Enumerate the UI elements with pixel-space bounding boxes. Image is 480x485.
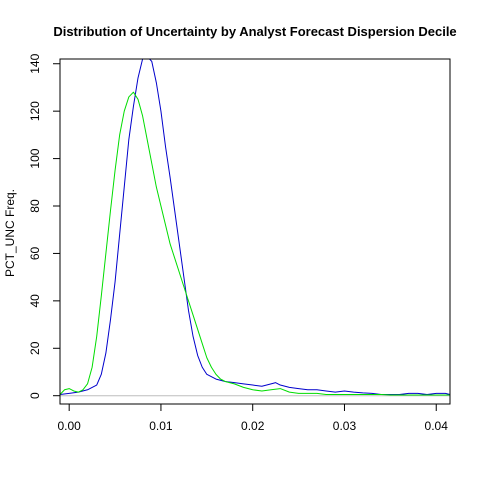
x-tick-label: 0.01 (149, 419, 173, 433)
series-line-2 (60, 91, 450, 396)
x-tick-label: 0.02 (241, 419, 265, 433)
series-line-1 (60, 59, 450, 396)
y-tick-label: 100 (28, 148, 42, 168)
axes-layer: 0.00 0.01 0.02 0.03 0.04 0 20 40 60 80 100 120 140 (28, 53, 448, 433)
x-tick-label: 0.03 (333, 419, 357, 433)
y-tick-label: 60 (28, 246, 42, 260)
y-tick-label: 120 (28, 101, 42, 121)
plot-box (59, 58, 451, 405)
x-tick-label: 0.00 (58, 419, 82, 433)
y-tick-label: 80 (28, 199, 42, 213)
y-tick-label: 140 (28, 53, 42, 73)
x-tick-label: 0.04 (425, 419, 449, 433)
y-tick-label: 40 (28, 294, 42, 308)
y-tick-label: 20 (28, 341, 42, 355)
y-tick-label: 0 (28, 392, 42, 399)
plot-layer (60, 59, 450, 397)
y-axis-label: PCT_UNC Freq. (3, 189, 17, 277)
chart-title: Distribution of Uncertainty by Analyst F… (53, 24, 456, 39)
